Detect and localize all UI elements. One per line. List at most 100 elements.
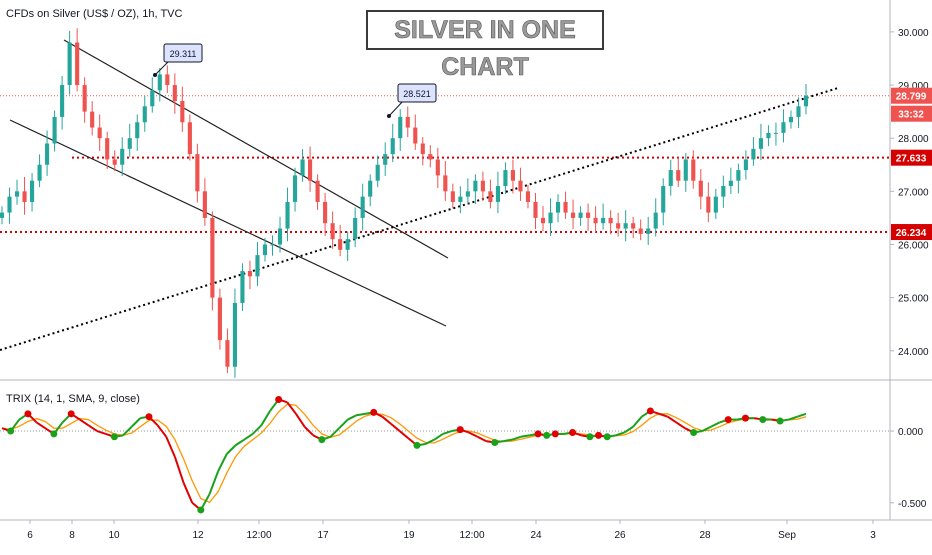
y-tick-label: 27.000 <box>898 187 929 198</box>
candle <box>683 153 688 192</box>
candle <box>533 192 538 230</box>
candle <box>262 238 268 262</box>
candle <box>443 161 448 201</box>
candle-body <box>570 212 576 218</box>
candle <box>383 142 388 176</box>
trix-cross-up-dot <box>759 416 767 424</box>
candle <box>578 206 583 226</box>
trix-segment <box>658 412 668 418</box>
callout-dot <box>387 114 391 118</box>
callout-pointer <box>388 99 405 117</box>
candle <box>120 137 125 176</box>
candle <box>398 109 403 151</box>
candle <box>691 150 696 189</box>
candle-body <box>383 154 388 165</box>
candle-body <box>721 186 726 197</box>
trix-segment <box>381 415 392 425</box>
candle <box>773 122 779 146</box>
candle-body <box>533 201 538 218</box>
candle-body <box>728 180 733 187</box>
level-label-current: 28.799 <box>896 92 927 103</box>
candle <box>781 109 786 143</box>
candle-body <box>270 244 275 246</box>
candle-body <box>157 74 162 91</box>
candle <box>751 137 756 166</box>
trix-segment <box>122 426 133 437</box>
candle-body <box>90 111 95 128</box>
candle-body <box>390 138 395 155</box>
candle-body <box>7 196 12 213</box>
countdown-label: 33:32 <box>898 110 924 121</box>
candle <box>728 167 733 194</box>
candle-body <box>217 297 222 341</box>
candle <box>112 150 117 172</box>
trix-cross-down-dot <box>275 395 283 403</box>
candle-body <box>420 143 425 155</box>
trix-cross-down-dot <box>370 408 378 416</box>
candle <box>638 219 643 241</box>
level-label-support: 26.234 <box>896 228 927 239</box>
x-tick-label: 24 <box>530 530 542 541</box>
candle-body <box>368 180 373 197</box>
candle <box>593 206 598 233</box>
candle <box>420 137 425 166</box>
candle-body <box>413 127 418 144</box>
candle-body <box>608 217 613 224</box>
candle <box>653 198 658 237</box>
candle <box>270 235 275 256</box>
trix-segment <box>442 430 452 435</box>
candle-body <box>465 191 470 197</box>
candle-body <box>255 255 260 277</box>
candle <box>142 95 147 132</box>
candle <box>803 83 809 115</box>
candle-body <box>262 244 268 256</box>
trix-segment <box>260 410 271 426</box>
x-tick-label: 6 <box>27 530 33 541</box>
candle-body <box>300 159 305 176</box>
candle-body <box>713 196 718 213</box>
candle-body <box>796 106 801 117</box>
trix-segment <box>303 426 314 437</box>
candle <box>52 110 57 152</box>
x-tick-label: Sep <box>778 530 796 541</box>
candle-body <box>751 148 756 160</box>
trix-segment <box>511 435 522 441</box>
trix-cross-down-dot <box>145 413 153 421</box>
candle-body <box>172 85 177 101</box>
candle-body <box>766 132 771 139</box>
candle <box>29 172 35 212</box>
candle-body <box>653 212 658 229</box>
candle-body <box>202 191 207 218</box>
candle-body <box>743 159 748 171</box>
trix-indicator-label[interactable]: TRIX (14, 1, SMA, 9, close) <box>6 393 140 405</box>
candle <box>510 159 516 194</box>
trix-segment <box>710 421 720 428</box>
trix-signal-line <box>1 403 807 504</box>
candle-body <box>240 271 245 303</box>
candle-body <box>247 271 253 277</box>
candle-body <box>150 90 155 107</box>
trix-segment <box>79 418 90 427</box>
candle-body <box>375 164 380 181</box>
trix-segment <box>96 430 107 435</box>
candle-body <box>668 170 673 187</box>
candle-body <box>676 170 681 181</box>
candle-body <box>195 154 200 192</box>
candle <box>172 73 177 114</box>
candle-body <box>563 201 568 213</box>
candle <box>706 182 711 223</box>
candle <box>555 194 561 223</box>
candle-body <box>323 201 328 224</box>
candle <box>766 125 771 147</box>
candle-body <box>593 217 598 224</box>
candle-body <box>285 201 290 229</box>
trix-segment <box>165 436 176 458</box>
candle-body <box>623 223 628 229</box>
trix-segment <box>156 424 168 438</box>
candle <box>586 203 591 231</box>
y-tick-label: 24.000 <box>898 347 929 358</box>
candle-body <box>405 116 410 128</box>
candle <box>465 178 470 205</box>
candle <box>525 184 531 209</box>
